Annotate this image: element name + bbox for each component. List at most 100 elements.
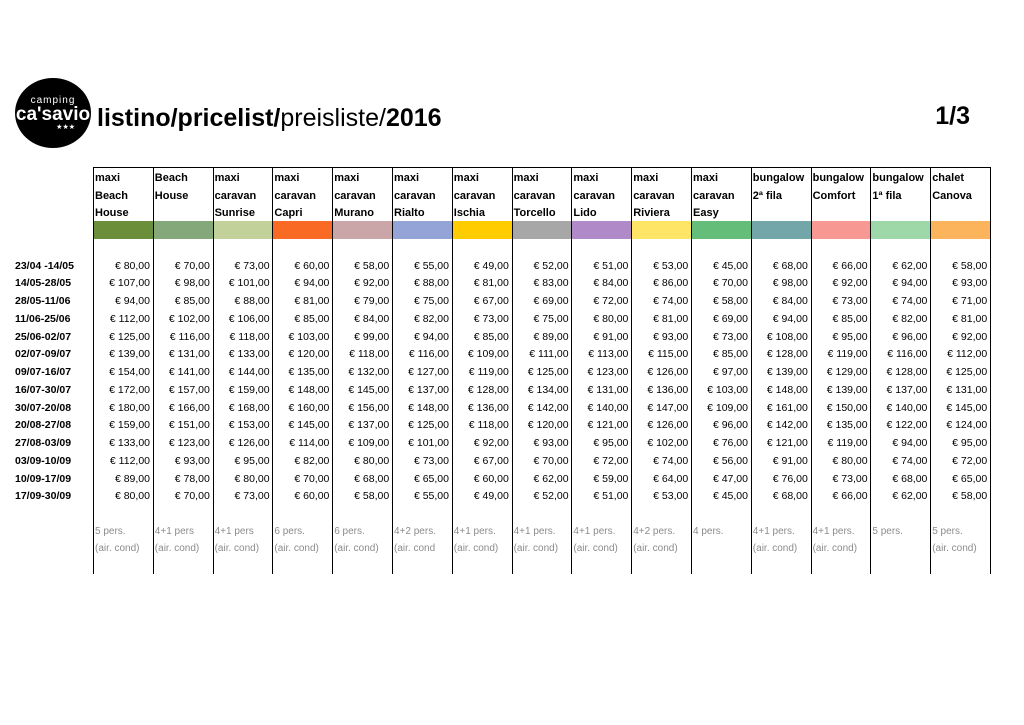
header-line: maxi [394,172,420,184]
price-cell: € 55,00 [413,490,449,503]
capacity-note: 4+1 pers [214,526,254,537]
header-line: Comfort [812,189,856,202]
color-swatch [452,221,512,239]
header-line: caravan [513,189,556,202]
title-part2: preisliste/ [280,104,386,132]
header-line: Lido [573,207,597,219]
capacity-note: 4+1 pers. [812,526,855,537]
header-line: 1ª fila [872,189,902,202]
header-line: caravan [334,189,376,202]
header-line: chalet [932,172,964,184]
price-cell: € 113,00 [588,348,629,361]
price-cell: € 95,00 [952,437,988,449]
logo-line1: camping [30,95,76,106]
price-cell: € 94,00 [114,295,150,307]
price-cell: € 71,00 [952,295,988,307]
price-cell: € 84,00 [593,277,629,290]
header-line: bungalow [752,172,805,184]
aircon-note: (air. cond) [812,543,858,554]
price-cell: € 73,00 [832,295,868,307]
logo-line2: ca'savio [15,104,91,125]
price-cell: € 74,00 [653,454,689,467]
price-cell: € 132,00 [348,366,390,378]
price-cell: € 52,00 [533,490,569,503]
price-cell: € 93,00 [533,437,569,449]
row-date: 20/08-27/08 [15,419,72,432]
price-cell: € 135,00 [288,366,330,378]
price-cell: € 69,00 [712,312,748,325]
column-divider [691,167,692,574]
price-cell: € 85,00 [174,295,210,307]
color-swatch [333,221,392,239]
price-cell: € 56,00 [712,454,748,467]
price-cell: € 72,00 [593,454,629,467]
aircon-note: (air. cond) [214,543,260,554]
price-cell: € 153,00 [228,419,270,432]
price-cell: € 119,00 [468,366,509,378]
row-date: 10/09-17/09 [15,472,72,485]
price-cell: € 62,00 [533,472,569,485]
price-cell: € 116,00 [408,348,449,361]
price-cell: € 142,00 [766,419,808,432]
price-cell: € 103,00 [707,383,748,396]
header-line: maxi [693,172,719,184]
price-cell: € 99,00 [354,330,390,343]
column-header: bungalow Comfort [811,170,864,223]
column-header: maxi caravan Lido [571,170,615,223]
price-cell: € 94,00 [413,330,449,343]
price-cell: € 135,00 [826,419,868,432]
row-date: 11/06-25/06 [15,312,71,325]
price-cell: € 70,00 [533,454,569,467]
price-cell: € 159,00 [228,383,270,396]
price-cell: € 73,00 [413,454,449,467]
price-cell: € 93,00 [653,330,689,343]
price-cell: € 81,00 [653,312,689,325]
price-cell: € 81,00 [294,295,330,307]
header-line: Beach [95,189,129,202]
price-cell: € 53,00 [653,490,689,503]
price-cell: € 109,00 [348,437,390,449]
price-cell: € 45,00 [712,490,748,503]
color-swatch [213,221,273,239]
header-line: maxi [95,172,121,184]
price-cell: € 47,00 [712,472,748,485]
color-swatch [751,221,811,239]
row-date: 17/09-30/09 [15,490,72,503]
color-swatch [811,221,871,239]
camping-logo: camping ca'savio ★★★ [15,78,91,148]
price-cell: € 148,00 [408,401,449,414]
price-cell: € 78,00 [174,472,210,485]
price-cell: € 148,00 [288,383,330,396]
price-cell: € 66,00 [832,259,868,272]
price-cell: € 103,00 [288,330,330,343]
price-cell: € 81,00 [952,312,988,325]
price-cell: € 139,00 [766,366,808,378]
capacity-note: 4+2 pers. [394,526,436,537]
header-line: caravan [693,189,735,202]
price-cell: € 58,00 [952,259,988,272]
column-header: maxi caravan Easy [691,170,735,223]
column-header: Beach House [153,170,189,223]
price-cell: € 137,00 [886,383,928,396]
price-cell: € 93,00 [952,277,988,290]
price-cell: € 88,00 [413,277,449,290]
aircon-note: (air. cond) [513,543,559,554]
header-line [813,205,864,223]
price-cell: € 134,00 [527,383,569,396]
price-cell: € 101,00 [408,437,449,449]
price-cell: € 120,00 [527,419,569,432]
column-divider [93,167,94,574]
price-cell: € 137,00 [348,419,390,432]
price-cell: € 53,00 [653,259,689,272]
price-cell: € 95,00 [832,330,868,343]
price-cell: € 136,00 [467,401,509,414]
price-cell: € 97,00 [712,366,748,378]
title-part1: listino/pricelist/ [97,104,281,132]
header-line: maxi [453,172,479,184]
table-top-border [93,167,991,168]
price-cell: € 172,00 [109,383,150,396]
price-cell: € 52,00 [533,259,569,272]
price-cell: € 62,00 [892,259,928,272]
price-cell: € 91,00 [772,454,808,467]
row-date: 09/07-16/07 [15,366,72,378]
